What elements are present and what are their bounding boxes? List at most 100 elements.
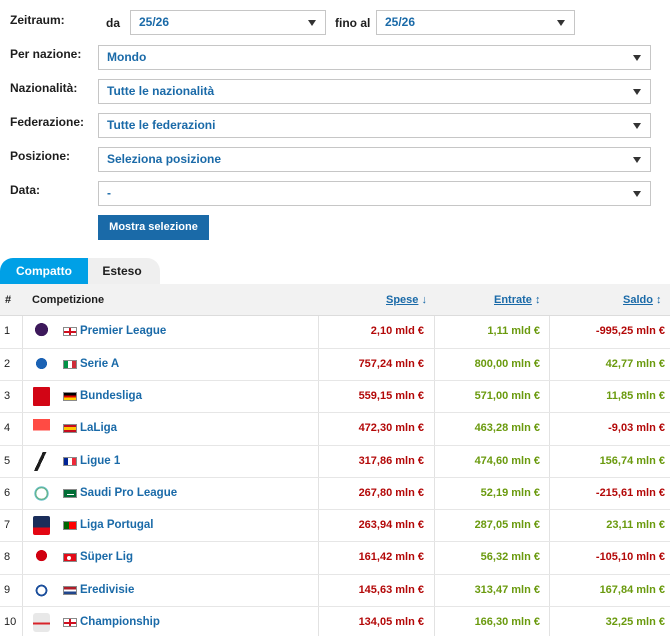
entrate-value: 1,11 mld €	[487, 325, 540, 337]
nationality-value: Tutte le nazionalità	[107, 84, 215, 98]
row-rank: 5	[4, 455, 11, 467]
date-value: -	[107, 186, 111, 200]
saldo-value: 11,85 mln €	[606, 390, 665, 402]
competition-link[interactable]: LaLiga	[80, 422, 118, 434]
date-select[interactable]: -	[98, 181, 651, 206]
spese-value: 2,10 mld €	[370, 325, 424, 337]
sort-icon: ↕	[656, 294, 662, 306]
competition-link[interactable]: Premier League	[80, 325, 167, 337]
bundesliga-logo-icon[interactable]	[33, 387, 50, 406]
spese-value: 145,63 mln €	[358, 584, 424, 596]
chevron-down-icon	[557, 20, 565, 26]
competition-link[interactable]: Bundesliga	[80, 390, 142, 402]
per-nazione-label: Per nazione:	[10, 47, 82, 61]
spese-value: 757,24 mln €	[358, 358, 424, 370]
season-to-select[interactable]: 25/26	[376, 10, 575, 35]
header-entrate[interactable]: Entrate ↕	[494, 284, 540, 316]
chevron-down-icon	[308, 20, 316, 26]
sort-icon: ↕	[534, 294, 541, 306]
england-flag-icon	[63, 327, 77, 336]
table-row: 1 Premier League 2,10 mld € 1,11 mld € -995,…	[0, 316, 670, 349]
portugal-flag-icon	[63, 521, 77, 530]
premier-league-logo-icon[interactable]	[33, 322, 50, 341]
competition-link[interactable]: Liga Portugal	[80, 519, 154, 531]
header-entrate-link[interactable]: Entrate	[494, 294, 532, 306]
row-rank: 7	[4, 519, 11, 531]
row-rank: 6	[4, 487, 11, 499]
season-to-value: 25/26	[385, 15, 416, 29]
saldo-value: -105,10 mln €	[595, 551, 665, 563]
tab-compatto[interactable]: Compatto	[0, 258, 88, 284]
fino-al-label: fino al	[335, 16, 371, 30]
header-saldo[interactable]: Saldo ↕	[623, 284, 662, 316]
france-flag-icon	[63, 457, 77, 466]
chevron-down-icon	[633, 191, 641, 197]
liga-portugal-logo-icon[interactable]	[33, 516, 50, 535]
table-row: 5 Ligue 1 317,86 mln € 474,60 mln € 156,74 m…	[0, 446, 670, 478]
view-tabs: Esteso Compatto	[0, 258, 670, 284]
saldo-value: 167,84 mln €	[599, 584, 665, 596]
championship-logo-icon[interactable]	[33, 613, 50, 632]
spese-value: 161,42 mln €	[358, 551, 424, 563]
entrate-value: 287,05 mln €	[474, 519, 540, 531]
ligue-1-logo-icon[interactable]	[33, 452, 50, 471]
saldo-value: -995,25 mln €	[595, 325, 665, 337]
country-select[interactable]: Mondo	[98, 45, 651, 70]
column-divider	[318, 284, 319, 636]
row-rank: 8	[4, 551, 11, 563]
germany-flag-icon	[63, 392, 77, 401]
season-from-select[interactable]: 25/26	[130, 10, 326, 35]
saldo-value: 23,11 mln €	[606, 519, 665, 531]
entrate-value: 463,28 mln €	[474, 422, 540, 434]
table-header: # Competizione Spese ↓ Entrate ↕ Saldo ↕	[0, 284, 670, 316]
competition-link[interactable]: Championship	[80, 616, 160, 628]
italy-flag-icon	[63, 360, 77, 369]
spese-value: 472,30 mln €	[358, 422, 424, 434]
entrate-value: 56,32 mln €	[480, 551, 540, 563]
show-selection-button[interactable]: Mostra selezione	[98, 215, 209, 240]
spese-value: 263,94 mln €	[358, 519, 424, 531]
spain-flag-icon	[63, 424, 77, 433]
competition-link[interactable]: Ligue 1	[80, 455, 121, 467]
season-from-value: 25/26	[139, 15, 170, 29]
entrate-value: 474,60 mln €	[474, 455, 540, 467]
header-saldo-link[interactable]: Saldo	[623, 294, 653, 306]
saudi-pro-league-logo-icon[interactable]	[33, 484, 50, 503]
federation-select[interactable]: Tutte le federazioni	[98, 113, 651, 138]
spese-value: 267,80 mln €	[358, 487, 424, 499]
competition-link[interactable]: Eredivisie	[80, 584, 135, 596]
tab-esteso[interactable]: Esteso	[84, 258, 160, 284]
super-lig-logo-icon[interactable]	[33, 548, 50, 567]
federazione-label: Federazione:	[10, 115, 85, 129]
competition-link[interactable]: Süper Lig	[80, 551, 134, 563]
header-spese[interactable]: Spese ↓	[386, 284, 427, 316]
header-competition: Competizione	[32, 294, 105, 306]
data-label: Data:	[10, 183, 41, 197]
table-row: 7 Liga Portugal 263,94 mln € 287,05 mln € 23…	[0, 510, 670, 542]
laliga-logo-icon[interactable]	[33, 419, 50, 438]
saldo-value: 32,25 mln €	[605, 616, 665, 628]
competition-link[interactable]: Saudi Pro League	[80, 487, 178, 499]
england-flag-icon	[63, 618, 77, 627]
entrate-value: 52,19 mln €	[480, 487, 540, 499]
table-row: 6 Saudi Pro League 267,80 mln € 52,19 mln €…	[0, 478, 670, 510]
row-rank: 3	[4, 390, 11, 402]
entrate-value: 313,47 mln €	[474, 584, 540, 596]
nationality-select[interactable]: Tutte le nazionalità	[98, 79, 651, 104]
entrate-value: 800,00 mln €	[474, 358, 540, 370]
saldo-value: 156,74 mln €	[599, 455, 665, 467]
country-value: Mondo	[107, 50, 147, 64]
position-select[interactable]: Seleziona posizione	[98, 147, 651, 172]
row-rank: 10	[4, 616, 17, 628]
federation-value: Tutte le federazioni	[107, 118, 216, 132]
turkey-flag-icon	[63, 553, 77, 562]
row-rank: 4	[4, 422, 11, 434]
saldo-value: -9,03 mln €	[608, 422, 665, 434]
serie-a-logo-icon[interactable]	[33, 355, 50, 374]
competition-link[interactable]: Serie A	[80, 358, 120, 370]
eredivisie-logo-icon[interactable]	[33, 581, 50, 600]
table-row: 10 Championship 134,05 mln € 166,30 mln € 32…	[0, 607, 670, 636]
table-row: 4 LaLiga 472,30 mln € 463,28 mln € -9,03 mln…	[0, 413, 670, 446]
chevron-down-icon	[633, 55, 641, 61]
header-spese-link[interactable]: Spese	[386, 294, 419, 306]
